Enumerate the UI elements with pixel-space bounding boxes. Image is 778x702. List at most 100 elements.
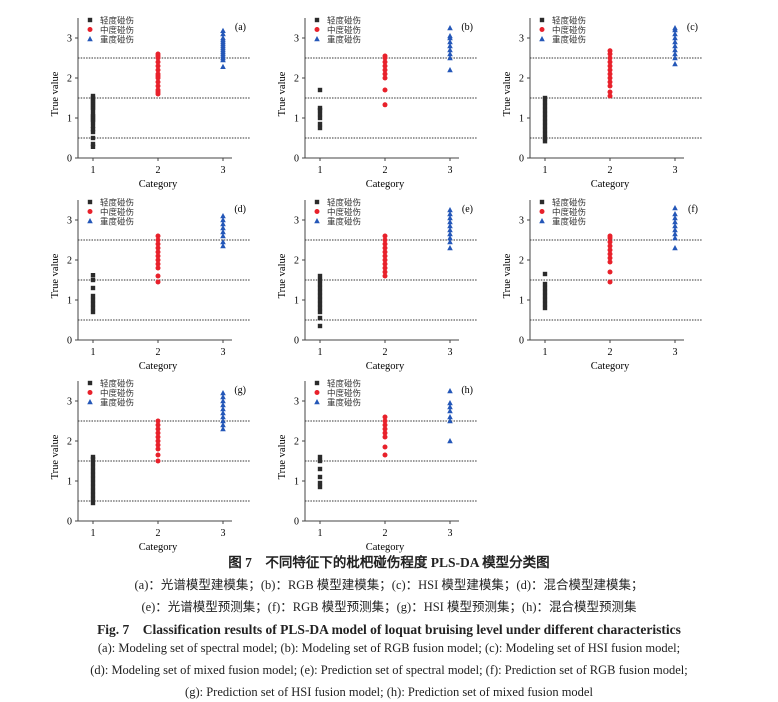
data-point bbox=[155, 452, 161, 458]
data-point bbox=[382, 422, 388, 428]
data-point bbox=[317, 309, 323, 315]
x-tick-label: 3 bbox=[448, 528, 453, 539]
data-point bbox=[317, 121, 323, 127]
legend-label: 轻度碰伤 bbox=[552, 198, 586, 208]
data-point bbox=[447, 219, 453, 225]
data-point bbox=[220, 414, 226, 420]
x-tick-label: 3 bbox=[673, 165, 678, 176]
data-point bbox=[155, 446, 161, 452]
data-point bbox=[90, 492, 96, 498]
data-point bbox=[220, 239, 226, 245]
data-point bbox=[607, 247, 613, 253]
legend-label: 中度碰伤 bbox=[100, 25, 134, 35]
data-point bbox=[447, 235, 453, 241]
y-tick-label: 1 bbox=[67, 296, 72, 307]
data-point bbox=[220, 233, 226, 239]
data-point bbox=[382, 444, 388, 450]
data-point bbox=[542, 297, 548, 303]
caption-cn-line1: (a)：光谱模型建模集；(b)：RGB 模型建模集；(c)：HSI 模型建模集；… bbox=[134, 578, 644, 592]
x-tick-label: 3 bbox=[448, 165, 453, 176]
data-point bbox=[542, 115, 548, 121]
data-point bbox=[607, 48, 613, 54]
data-point bbox=[317, 125, 323, 131]
data-point bbox=[607, 233, 613, 239]
data-point bbox=[220, 426, 226, 432]
data-point bbox=[607, 89, 613, 95]
data-point bbox=[90, 277, 96, 283]
y-axis-label: True value bbox=[277, 71, 288, 116]
data-point bbox=[542, 135, 548, 141]
data-point bbox=[90, 468, 96, 474]
caption-cn-title: 图 7 不同特征下的枇杷碰伤程度 PLS-DA 模型分类图 bbox=[228, 555, 550, 570]
y-tick-label: 3 bbox=[519, 216, 524, 227]
data-point bbox=[155, 442, 161, 448]
y-axis-label: True value bbox=[277, 253, 288, 298]
data-point bbox=[672, 51, 678, 57]
data-point bbox=[672, 205, 678, 211]
data-point bbox=[90, 144, 96, 149]
y-tick-label: 0 bbox=[67, 517, 72, 528]
data-point bbox=[317, 273, 323, 279]
data-point bbox=[155, 59, 161, 65]
data-point bbox=[672, 31, 678, 37]
x-tick-label: 1 bbox=[318, 347, 323, 358]
data-point bbox=[317, 289, 323, 295]
data-point bbox=[155, 245, 161, 251]
x-tick-label: 3 bbox=[221, 528, 226, 539]
legend-label: 重度碰伤 bbox=[552, 35, 586, 45]
data-point bbox=[220, 27, 226, 33]
x-tick-label: 1 bbox=[91, 528, 96, 539]
legend-marker bbox=[539, 199, 545, 205]
legend-label: 重度碰伤 bbox=[327, 35, 361, 45]
legend-marker bbox=[87, 199, 93, 205]
x-axis-label: Category bbox=[366, 361, 405, 372]
data-point bbox=[542, 281, 548, 287]
data-point bbox=[317, 277, 323, 283]
x-tick-label: 1 bbox=[543, 165, 548, 176]
data-point bbox=[317, 105, 323, 111]
legend-label: 重度碰伤 bbox=[100, 35, 134, 45]
data-point bbox=[90, 93, 96, 99]
data-point bbox=[317, 315, 323, 321]
data-point bbox=[607, 55, 613, 61]
data-point bbox=[382, 59, 388, 65]
data-point bbox=[155, 261, 161, 267]
data-point bbox=[90, 127, 96, 132]
x-tick-label: 3 bbox=[221, 165, 226, 176]
data-point bbox=[382, 426, 388, 432]
data-point bbox=[317, 115, 323, 121]
data-point bbox=[447, 51, 453, 57]
x-tick-label: 2 bbox=[156, 528, 161, 539]
legend-marker bbox=[539, 17, 545, 23]
legend-marker bbox=[87, 27, 93, 32]
data-point bbox=[90, 293, 96, 299]
caption-en-title: Fig. 7 Classification results of PLS-DA … bbox=[97, 622, 681, 637]
y-tick-label: 3 bbox=[294, 216, 299, 227]
x-tick-label: 1 bbox=[318, 528, 323, 539]
legend-marker bbox=[87, 209, 93, 214]
data-point bbox=[382, 273, 388, 279]
legend-label: 轻度碰伤 bbox=[100, 16, 134, 26]
x-axis-label: Category bbox=[591, 179, 630, 190]
y-tick-label: 3 bbox=[519, 34, 524, 45]
data-point bbox=[447, 414, 453, 420]
y-tick-label: 1 bbox=[519, 114, 524, 125]
data-point bbox=[672, 235, 678, 241]
legend-marker bbox=[314, 380, 320, 386]
legend-marker bbox=[314, 218, 320, 224]
legend-marker bbox=[314, 17, 320, 23]
data-point bbox=[607, 83, 613, 89]
data-point bbox=[447, 239, 453, 245]
y-tick-label: 2 bbox=[294, 256, 299, 267]
data-point bbox=[155, 233, 161, 239]
x-tick-label: 1 bbox=[543, 347, 548, 358]
data-point bbox=[447, 67, 453, 73]
data-point bbox=[90, 123, 96, 129]
data-point bbox=[382, 430, 388, 436]
data-point bbox=[447, 418, 453, 424]
data-point bbox=[672, 215, 678, 221]
data-point bbox=[542, 107, 548, 113]
data-point bbox=[90, 484, 96, 490]
